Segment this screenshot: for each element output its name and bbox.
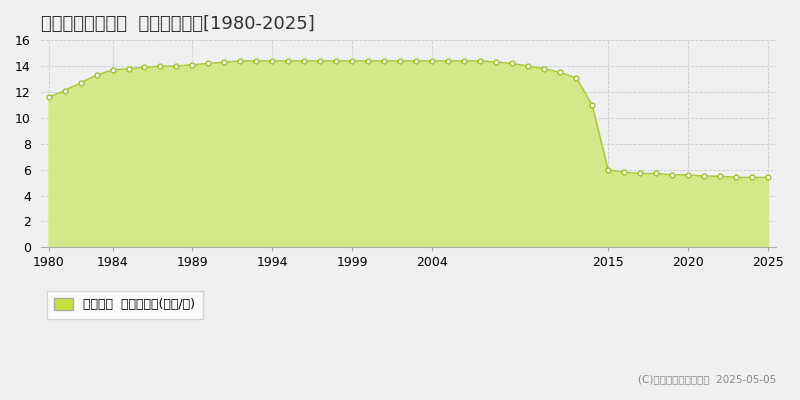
Text: 鳴門市瀬戸町堂浦  公示地価推移[1980-2025]: 鳴門市瀬戸町堂浦 公示地価推移[1980-2025]	[41, 15, 314, 33]
Text: (C)土地価格ドットコム  2025-05-05: (C)土地価格ドットコム 2025-05-05	[638, 374, 776, 384]
Legend: 公示地価  平均坪単価(万円/坪): 公示地価 平均坪単価(万円/坪)	[47, 291, 202, 319]
